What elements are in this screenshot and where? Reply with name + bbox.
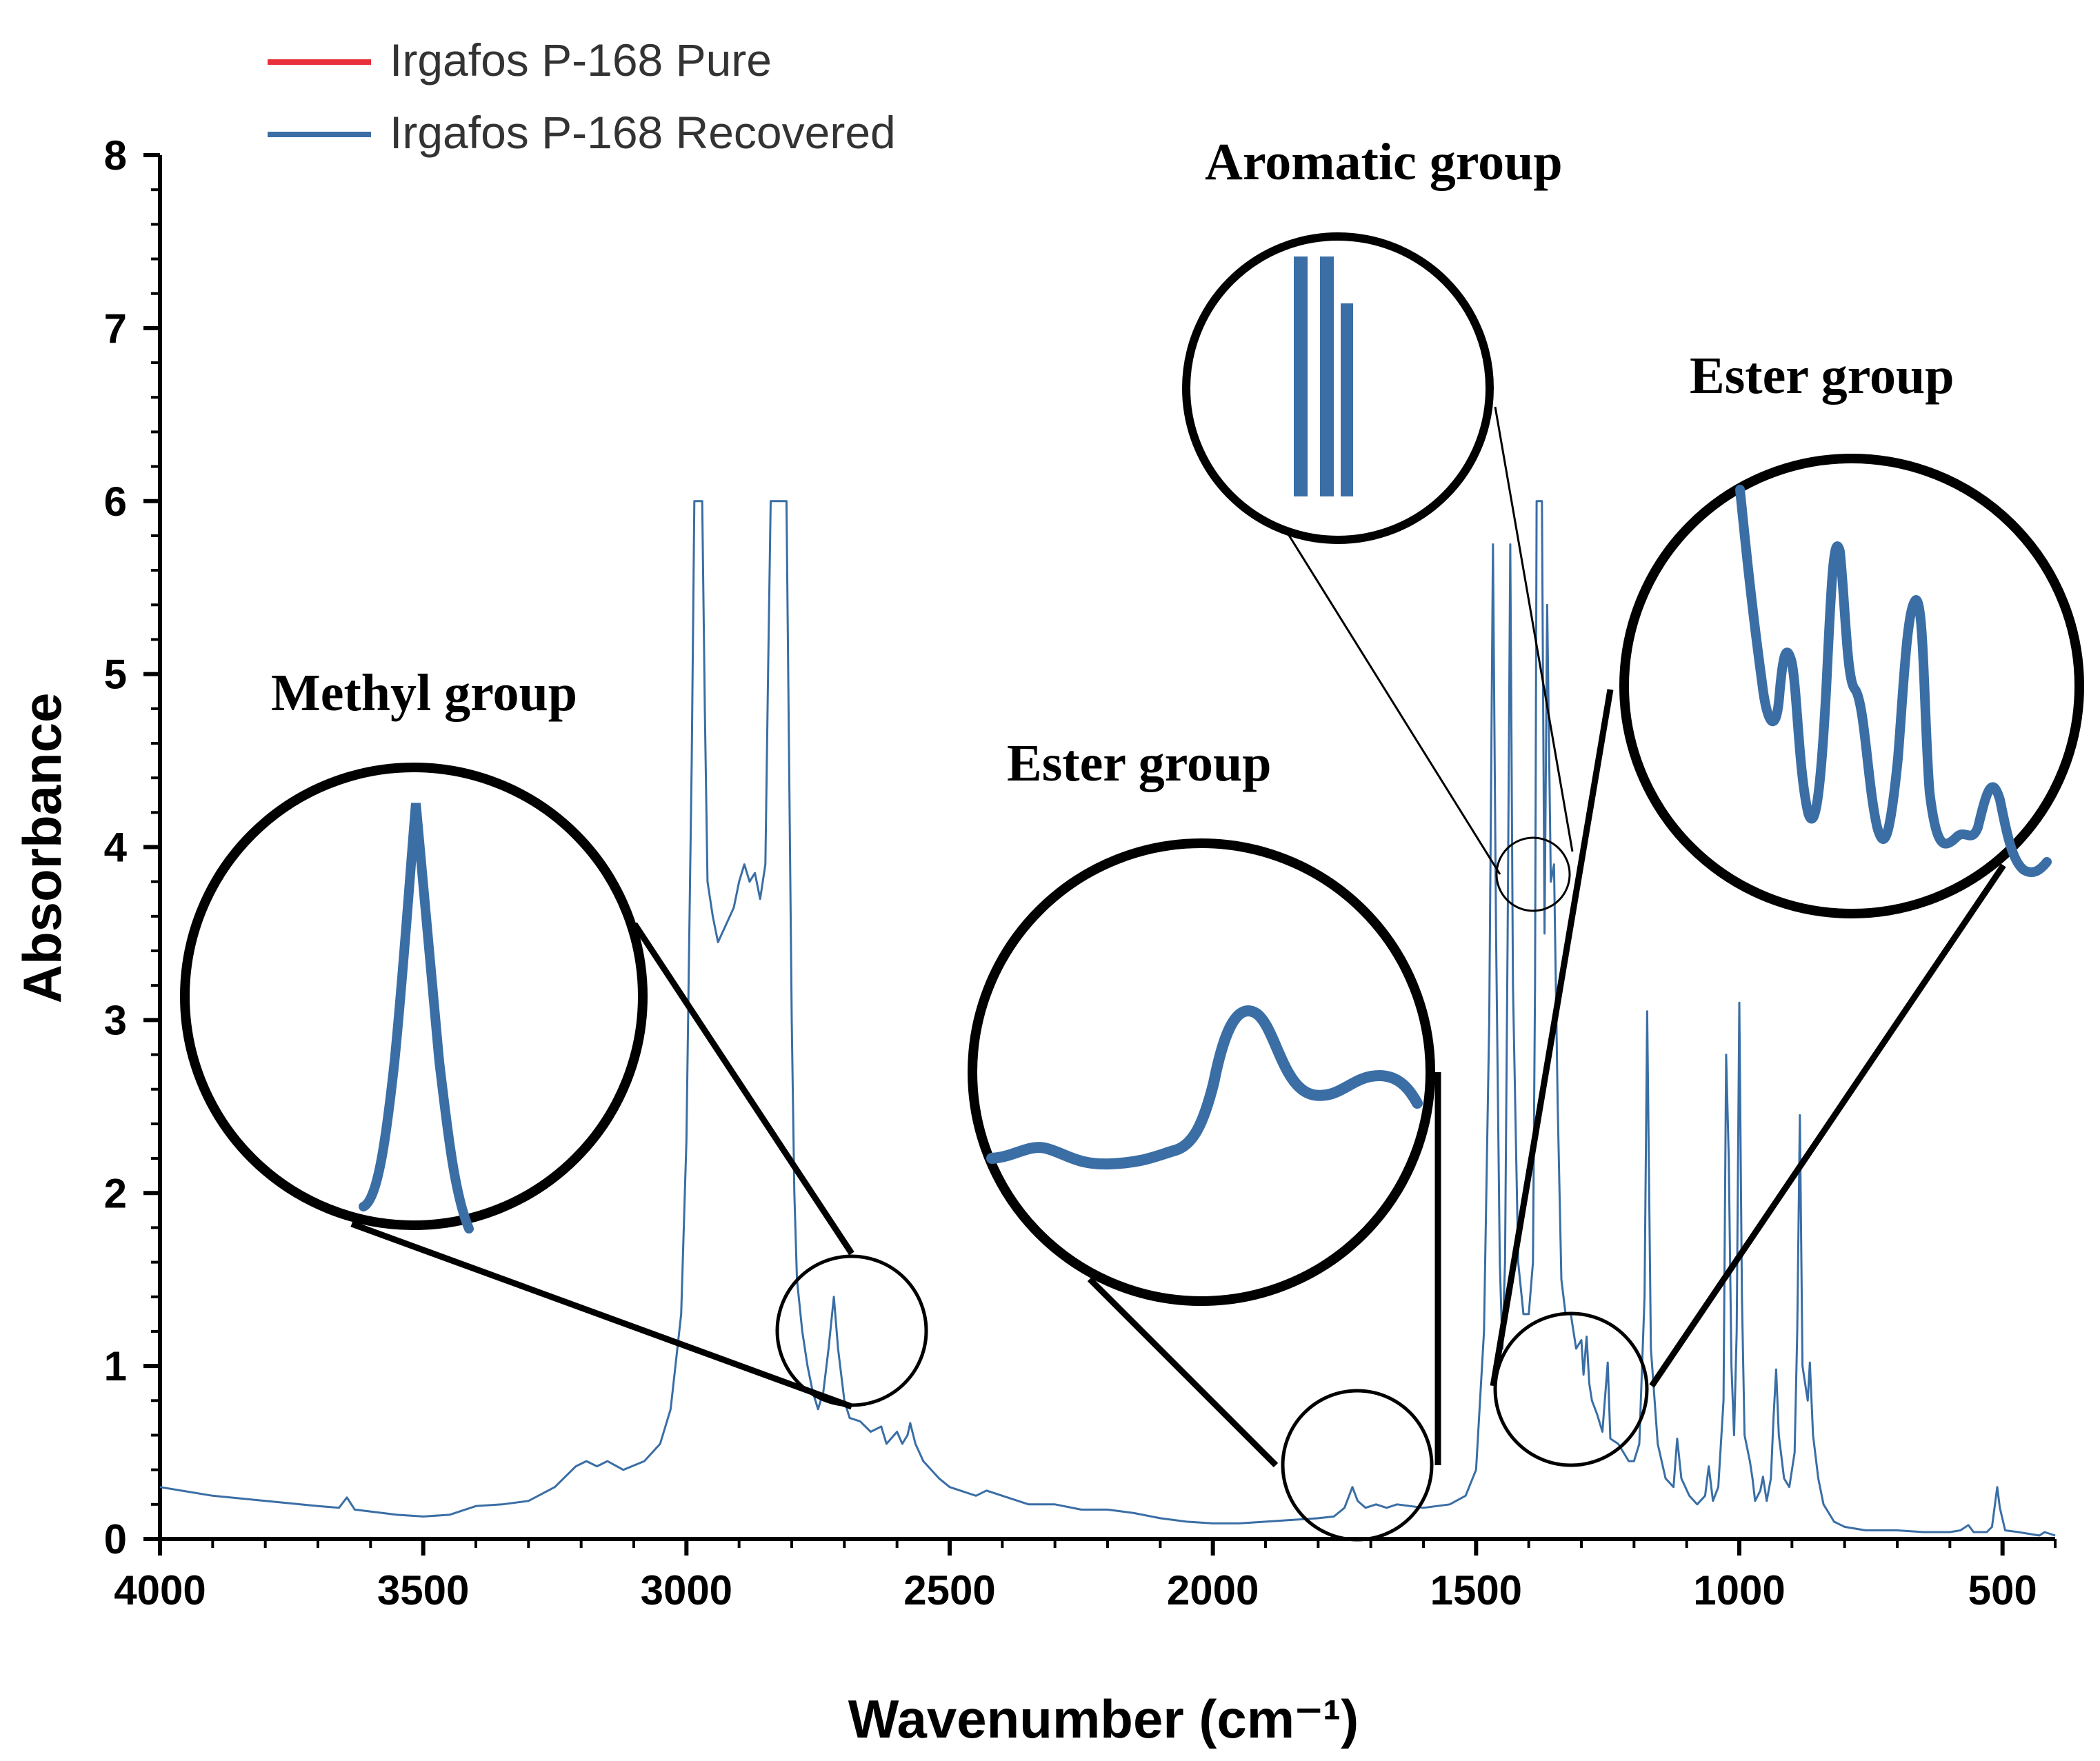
x-tick-label: 3500 (377, 1567, 469, 1613)
annotation-aromatic-group: Aromatic group (1205, 133, 1563, 191)
y-axis-title: Absorbance (12, 693, 72, 1004)
x-tick-label: 1000 (1693, 1567, 1785, 1613)
x-tick-label: 2000 (1167, 1567, 1259, 1613)
connector-ester2-right (1649, 863, 2006, 1388)
connector-methyl-bottom (350, 1220, 853, 1410)
annotation-methyl-group: Methyl group (271, 664, 577, 722)
x-tick-label: 3000 (641, 1567, 732, 1613)
inset-aromatic (1182, 232, 1494, 544)
legend: Irgafos P-168 Pure Irgafos P-168 Recover… (268, 34, 896, 158)
source-circles (775, 836, 1649, 1542)
y-tick-label: 3 (104, 997, 127, 1043)
annotation-ester-group-2: Ester group (1690, 347, 1954, 405)
inset-connectors (350, 406, 2006, 1468)
y-tick-label: 1 (104, 1343, 127, 1389)
series-line-recovered (159, 500, 2056, 1537)
inset-ester2 (1619, 454, 2084, 918)
inset-curve-ester2 (1735, 485, 2052, 877)
source-circle-ester1 (1281, 1389, 1434, 1542)
source-circle-ester2 (1493, 1311, 1649, 1467)
axis-ticks: 4000 3500 3000 2500 2000 1500 1000 500 0 1 2 3 4 5 6 7 8 (104, 132, 2057, 1613)
inset-curve-ester1 (986, 1005, 1423, 1170)
inset-curve-aromatic (1294, 256, 1353, 496)
y-tick-label: 7 (104, 305, 127, 352)
y-tick-label: 2 (104, 1170, 127, 1216)
legend-label-pure: Irgafos P-168 Pure (390, 34, 772, 85)
source-circle-aromatic (1495, 836, 1571, 912)
inset-methyl (180, 763, 648, 1234)
x-tick-label: 2500 (903, 1567, 995, 1613)
inset-circle-aromatic (1182, 232, 1494, 544)
connector-methyl-top (632, 922, 854, 1256)
x-tick-label: 500 (1968, 1567, 2037, 1613)
y-tick-label: 6 (104, 479, 127, 525)
connector-ester1-bottom (1087, 1276, 1279, 1468)
inset-circle-ester1 (968, 838, 1435, 1306)
inset-curve-methyl (359, 803, 474, 1234)
source-circle-methyl (775, 1254, 928, 1407)
y-tick-label: 0 (104, 1516, 127, 1562)
inset-circle-methyl (180, 763, 648, 1230)
y-tick-label: 5 (104, 652, 127, 698)
connector-ester2-left (1490, 689, 1614, 1387)
x-axis-title: Wavenumber (cm⁻¹) (848, 1689, 1359, 1749)
x-tick-label: 1500 (1430, 1567, 1522, 1613)
connector-aromatic-right (1494, 406, 1574, 852)
annotation-ester-group-1: Ester group (1007, 734, 1272, 792)
x-tick-label: 4000 (114, 1567, 206, 1613)
connector-aromatic-left (1285, 530, 1501, 875)
y-tick-label: 8 (104, 132, 127, 179)
inset-ester1 (968, 838, 1435, 1306)
legend-label-recovered: Irgafos P-168 Recovered (390, 107, 896, 158)
y-tick-label: 4 (104, 825, 128, 871)
